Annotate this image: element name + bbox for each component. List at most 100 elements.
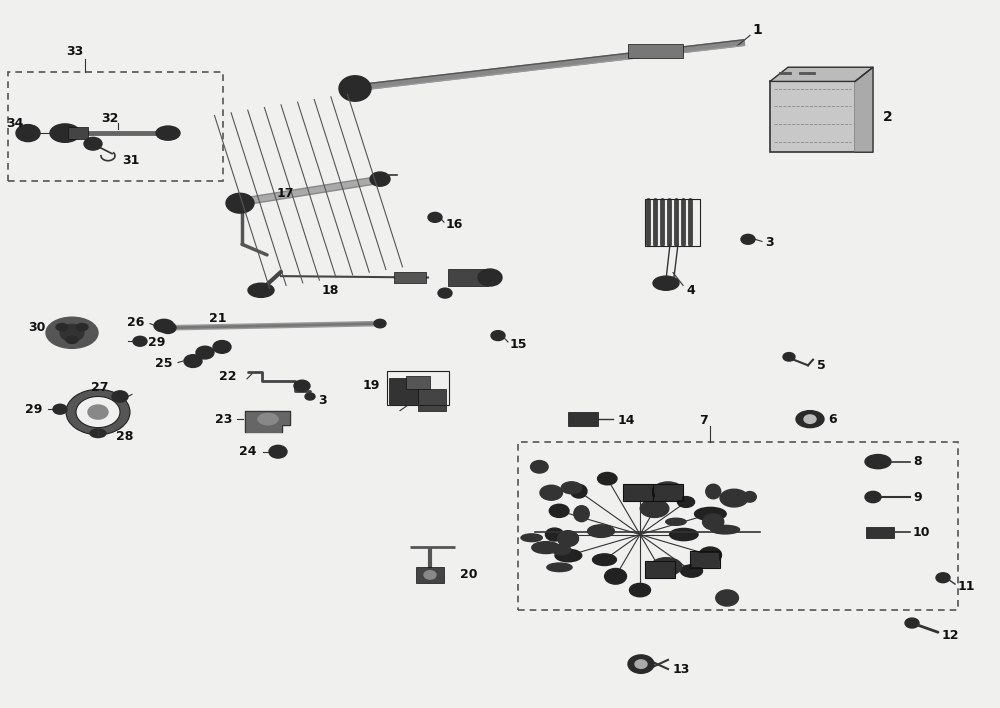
Ellipse shape xyxy=(605,569,626,584)
Ellipse shape xyxy=(532,542,560,554)
Ellipse shape xyxy=(703,514,724,530)
Ellipse shape xyxy=(547,563,572,571)
Text: 32: 32 xyxy=(101,112,119,125)
Polygon shape xyxy=(770,67,873,81)
Ellipse shape xyxy=(720,489,748,507)
FancyBboxPatch shape xyxy=(628,44,683,58)
Bar xyxy=(623,484,653,501)
Ellipse shape xyxy=(491,331,505,341)
Ellipse shape xyxy=(160,322,176,333)
Ellipse shape xyxy=(226,193,254,213)
Text: 21: 21 xyxy=(209,312,227,325)
Text: 27: 27 xyxy=(90,382,108,394)
Ellipse shape xyxy=(804,415,816,423)
Text: 17: 17 xyxy=(276,188,294,200)
Ellipse shape xyxy=(213,341,231,353)
Text: 1: 1 xyxy=(752,23,762,37)
Text: 30: 30 xyxy=(29,321,46,334)
Ellipse shape xyxy=(53,404,67,414)
Ellipse shape xyxy=(555,549,582,561)
Text: 3: 3 xyxy=(765,236,774,249)
FancyBboxPatch shape xyxy=(568,412,598,426)
FancyBboxPatch shape xyxy=(406,376,430,389)
Text: 20: 20 xyxy=(460,569,478,581)
FancyBboxPatch shape xyxy=(866,527,894,538)
Ellipse shape xyxy=(428,212,442,222)
Ellipse shape xyxy=(716,590,738,606)
Ellipse shape xyxy=(46,317,98,348)
Text: 15: 15 xyxy=(510,338,528,351)
Ellipse shape xyxy=(540,485,562,501)
Bar xyxy=(645,561,675,578)
Ellipse shape xyxy=(796,411,824,428)
Text: 2: 2 xyxy=(883,110,893,124)
Ellipse shape xyxy=(574,506,589,522)
Ellipse shape xyxy=(88,405,108,419)
FancyBboxPatch shape xyxy=(448,269,488,286)
FancyBboxPatch shape xyxy=(68,127,88,139)
Ellipse shape xyxy=(269,445,287,458)
Text: 12: 12 xyxy=(942,629,960,641)
Ellipse shape xyxy=(865,491,881,503)
Ellipse shape xyxy=(558,531,579,547)
Text: 16: 16 xyxy=(446,218,463,231)
Text: 10: 10 xyxy=(913,526,930,539)
Ellipse shape xyxy=(631,487,649,498)
Text: 3: 3 xyxy=(318,394,327,406)
FancyBboxPatch shape xyxy=(416,567,444,583)
Text: 34: 34 xyxy=(6,118,24,130)
Ellipse shape xyxy=(478,269,502,286)
Bar xyxy=(8,72,223,181)
Ellipse shape xyxy=(706,484,721,498)
Ellipse shape xyxy=(588,525,614,537)
Text: 28: 28 xyxy=(116,430,133,442)
Ellipse shape xyxy=(66,336,78,343)
Text: 29: 29 xyxy=(148,336,165,349)
Bar xyxy=(653,484,683,501)
Text: 33: 33 xyxy=(66,45,84,58)
Text: 7: 7 xyxy=(699,414,707,427)
Bar xyxy=(690,551,720,568)
Ellipse shape xyxy=(654,482,682,498)
Ellipse shape xyxy=(936,573,950,583)
Ellipse shape xyxy=(16,125,40,142)
Ellipse shape xyxy=(60,324,84,341)
Ellipse shape xyxy=(305,393,315,400)
Text: 22: 22 xyxy=(220,370,237,383)
Ellipse shape xyxy=(635,660,647,668)
Text: 5: 5 xyxy=(817,359,826,372)
Ellipse shape xyxy=(76,324,88,331)
Text: 8: 8 xyxy=(913,455,922,468)
Ellipse shape xyxy=(84,137,102,150)
Ellipse shape xyxy=(339,76,371,101)
Ellipse shape xyxy=(593,554,616,566)
Ellipse shape xyxy=(552,544,571,555)
Ellipse shape xyxy=(112,391,128,402)
Polygon shape xyxy=(855,67,873,152)
Text: 25: 25 xyxy=(154,357,172,370)
Ellipse shape xyxy=(741,234,755,244)
Bar xyxy=(770,81,855,152)
Polygon shape xyxy=(245,411,290,432)
Ellipse shape xyxy=(629,583,651,597)
Bar xyxy=(518,442,958,610)
Ellipse shape xyxy=(133,336,147,346)
Ellipse shape xyxy=(649,564,672,576)
Text: 11: 11 xyxy=(958,580,976,593)
Text: 4: 4 xyxy=(686,284,695,297)
Ellipse shape xyxy=(521,534,542,542)
Ellipse shape xyxy=(374,319,386,328)
Ellipse shape xyxy=(294,380,310,392)
Ellipse shape xyxy=(681,565,702,577)
Ellipse shape xyxy=(653,276,679,290)
Ellipse shape xyxy=(640,500,669,518)
Ellipse shape xyxy=(670,528,698,541)
Ellipse shape xyxy=(651,484,678,500)
Ellipse shape xyxy=(424,571,436,579)
Text: 26: 26 xyxy=(127,316,144,329)
FancyBboxPatch shape xyxy=(394,272,426,283)
Ellipse shape xyxy=(248,283,274,297)
Ellipse shape xyxy=(783,353,795,361)
Ellipse shape xyxy=(651,558,682,576)
Ellipse shape xyxy=(561,482,582,493)
